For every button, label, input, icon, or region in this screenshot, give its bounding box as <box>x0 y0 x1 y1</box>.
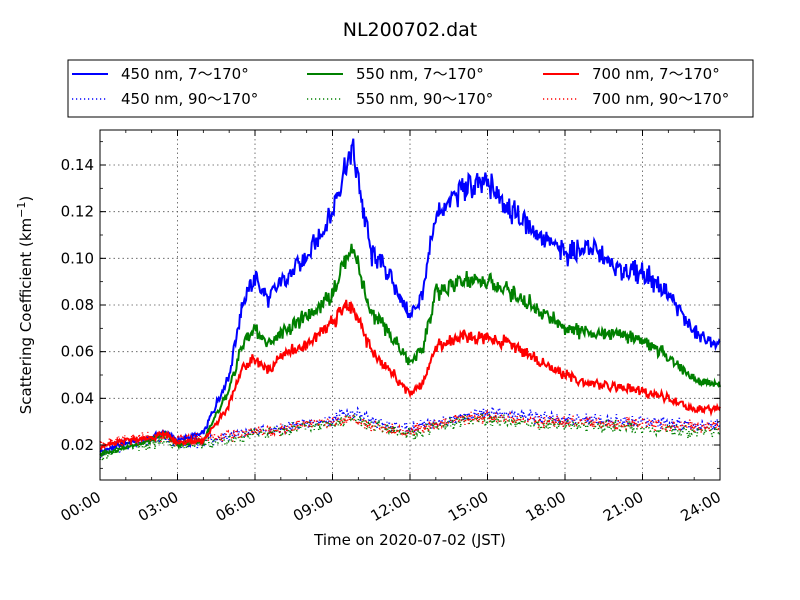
chart-title: NL200702.dat <box>343 19 478 41</box>
y-tick-label: 0.06 <box>61 343 94 361</box>
y-axis-label-sup: −1 <box>15 202 28 218</box>
y-axis-label-tail: ) <box>17 196 35 202</box>
x-tick-label: 21:00 <box>600 488 646 525</box>
x-tick-label: 15:00 <box>445 488 491 525</box>
x-tick-label: 18:00 <box>523 488 569 525</box>
series-line <box>99 138 721 454</box>
plot-area: 00:00 03:00 06:00 09:00 12:00 15:00 18:00 21:00… <box>58 129 724 525</box>
legend-label: 700 nm, 90～170° <box>592 90 729 108</box>
legend-label: 450 nm, 90～170° <box>121 90 258 108</box>
y-tick-label: 0.14 <box>61 156 94 174</box>
series-layer <box>99 138 721 462</box>
y-tick-label: 0.04 <box>61 389 94 407</box>
y-tick-label: 0.12 <box>61 203 94 221</box>
y-tick-label: 0.08 <box>61 296 94 314</box>
legend-label: 700 nm, 7～170° <box>592 65 720 83</box>
legend-frame <box>67 59 754 118</box>
x-tick-label: 09:00 <box>290 488 336 525</box>
x-tick-label: 24:00 <box>678 488 724 525</box>
x-tick-label: 06:00 <box>213 488 259 525</box>
x-tick-label: 12:00 <box>368 488 414 525</box>
y-tick-label: 0.02 <box>61 436 94 454</box>
y-tick-label: 0.10 <box>61 249 94 267</box>
x-tick-label: 03:00 <box>135 488 181 525</box>
x-axis-label: Time on 2020-07-02 (JST) <box>313 531 506 549</box>
legend: 450 nm, 7～170° 450 nm, 90～170° 550 nm, 7～1… <box>67 59 754 118</box>
grid <box>100 130 720 480</box>
legend-label: 450 nm, 7～170° <box>121 65 249 83</box>
x-tick-label: 00:00 <box>58 488 104 525</box>
legend-label: 550 nm, 7～170° <box>356 65 484 83</box>
y-axis-label: Scattering Coefficient (km−1) <box>15 196 35 415</box>
ticks: 00:00 03:00 06:00 09:00 12:00 15:00 18:00 21:00… <box>58 130 724 525</box>
series-line <box>99 299 721 450</box>
legend-label: 550 nm, 90～170° <box>356 90 493 108</box>
y-axis-label-main: Scattering Coefficient (km <box>17 218 35 414</box>
